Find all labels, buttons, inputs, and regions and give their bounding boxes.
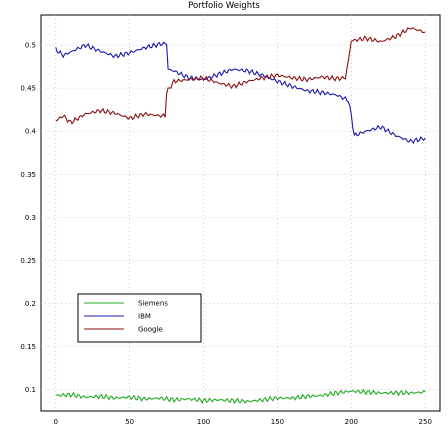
grid — [41, 15, 440, 411]
x-tick-label: 250 — [419, 418, 432, 426]
y-tick-label: 0.2 — [25, 300, 36, 308]
x-tick-label: 100 — [197, 418, 210, 426]
y-tick-label: 0.45 — [20, 85, 36, 93]
legend-label-google: Google — [138, 326, 163, 334]
x-axis: 0 50 100 150 200 250 — [54, 418, 432, 426]
series-line-google — [55, 27, 426, 125]
plot-frame — [40, 14, 441, 412]
x-tick-label: 0 — [54, 418, 58, 426]
y-tick-label: 0.4 — [25, 128, 37, 136]
series-line-ibm — [55, 41, 426, 145]
y-tick-label: 0.25 — [20, 257, 36, 265]
legend-label-siemens: Siemens — [138, 300, 168, 308]
legend: Siemens IBM Google — [77, 293, 202, 343]
y-tick-label: 0.5 — [25, 42, 36, 50]
legend-label-ibm: IBM — [138, 313, 151, 321]
chart-title: Portfolio Weights — [188, 1, 260, 11]
y-tick-label: 0.3 — [25, 214, 36, 222]
series-line-siemens — [55, 388, 426, 405]
y-tick-label: 0.1 — [25, 386, 36, 394]
y-tick-label: 0.15 — [20, 343, 36, 351]
x-tick-label: 200 — [345, 418, 358, 426]
y-axis: 0.1 0.15 0.2 0.25 0.3 0.35 0.4 0.45 0.5 — [20, 42, 36, 394]
y-tick-label: 0.35 — [20, 171, 36, 179]
x-tick-label: 150 — [271, 418, 284, 426]
series-lines — [55, 27, 426, 405]
x-tick-label: 50 — [125, 418, 134, 426]
legend-box — [77, 293, 202, 343]
